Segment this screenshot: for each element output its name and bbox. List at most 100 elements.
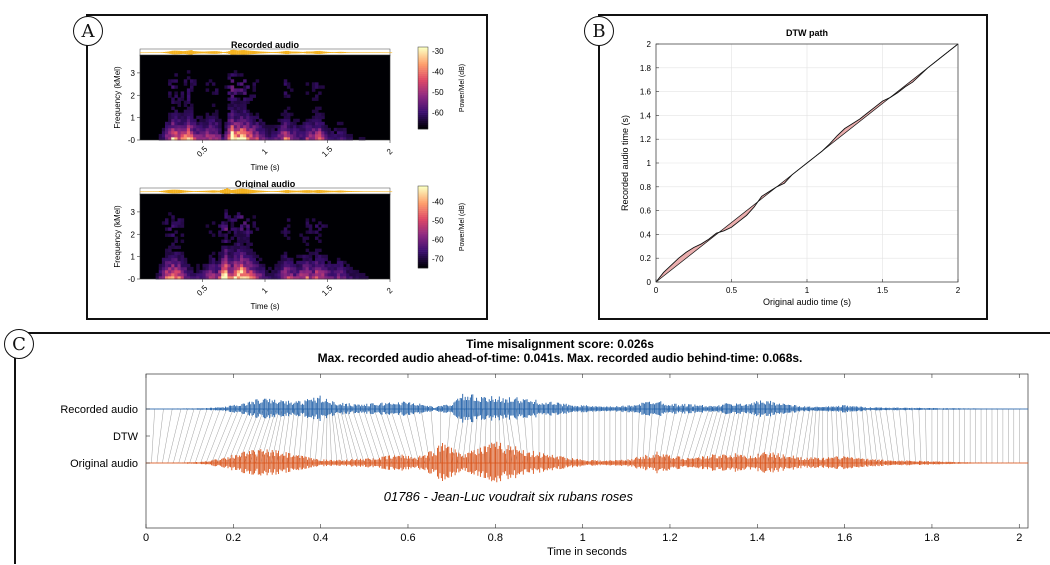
strip-bar [215, 51, 218, 54]
heatmap-cell [221, 224, 225, 228]
dtw-link-line [637, 408, 640, 464]
heatmap-cell [243, 106, 247, 111]
strip-bar [350, 191, 353, 192]
heatmap-cell [171, 118, 175, 123]
heatmap-cell [286, 269, 291, 274]
heatmap-cell [305, 248, 310, 253]
heatmap-cell [221, 266, 225, 271]
heatmap-cell [280, 124, 285, 129]
heatmap-cell [311, 133, 316, 138]
heatmap-cell [199, 127, 203, 132]
colorbar-step [418, 47, 428, 50]
heatmap-cell [258, 266, 263, 271]
heatmap-cell [171, 112, 175, 117]
heatmap-cell [186, 121, 191, 126]
heatmap-cell [277, 269, 282, 274]
heatmap-cell [280, 257, 285, 262]
heatmap-cell [290, 133, 294, 138]
heatmap-cell [261, 136, 266, 141]
heatmap-cell [190, 275, 194, 280]
heatmap-cell [315, 121, 319, 126]
strip-bar [316, 50, 319, 55]
heatmap-cell [211, 266, 216, 271]
heatmap-cell [315, 230, 319, 234]
heatmap-cell [318, 233, 322, 237]
colorbar-step [418, 220, 428, 224]
heatmap-cell [290, 136, 294, 141]
heatmap-cell [330, 136, 335, 141]
heatmap-cell [186, 136, 191, 141]
y-tick-label: 1.6 [640, 88, 652, 97]
heatmap-cell [218, 136, 222, 141]
heatmap-cell [283, 233, 288, 237]
strip-bar [387, 52, 391, 54]
heatmap-cell [283, 121, 288, 126]
heatmap-cell [321, 127, 325, 132]
heatmap-cell [318, 121, 322, 126]
heatmap-cell [171, 121, 175, 126]
colorbar-step [418, 114, 428, 117]
strip-bar [173, 189, 176, 194]
heatmap-cell [261, 269, 266, 274]
heatmap-cell [221, 254, 225, 259]
heatmap-cell [249, 97, 253, 101]
heatmap-cell [186, 70, 191, 74]
heatmap-cell [177, 224, 182, 228]
panel-c-badge: C [4, 329, 34, 359]
heatmap-cell [177, 260, 182, 265]
colorbar-step [418, 122, 428, 126]
heatmap-cell [168, 212, 172, 216]
heatmap-cell [280, 275, 285, 280]
heatmap-cell [240, 118, 244, 123]
strip-bar [261, 51, 265, 54]
dtw-link-line [768, 408, 778, 464]
colorbar-step [418, 198, 428, 201]
heatmap-cell [218, 130, 222, 135]
heatmap-cell [305, 118, 310, 123]
heatmap-cell [211, 251, 216, 256]
heatmap-cell [193, 127, 197, 132]
heatmap-cell [302, 260, 307, 265]
colorbar-step [418, 263, 428, 267]
heatmap-cell [336, 266, 341, 271]
heatmap-cell [230, 79, 235, 83]
heatmap-cell [168, 112, 172, 117]
heatmap-cell [246, 136, 250, 141]
heatmap-cell [174, 239, 178, 243]
heatmap-cell [177, 266, 182, 271]
heatmap-cell [227, 133, 232, 138]
heatmap-cell [202, 263, 207, 268]
strip-bar [280, 51, 283, 54]
strip-bar [274, 191, 277, 192]
x-tick-label: 0.2 [226, 532, 241, 544]
heatmap-cell [171, 218, 175, 222]
colorbar-step [418, 261, 428, 265]
heatmap-cell [324, 130, 328, 135]
dtw-link-line [691, 408, 710, 464]
colorbar-step [418, 67, 428, 70]
heatmap-cell [340, 272, 344, 277]
heatmap-cell [193, 275, 197, 280]
heatmap-cell [246, 100, 250, 104]
heatmap-cell [302, 130, 307, 135]
heatmap-cell [255, 269, 260, 274]
heatmap-cell [224, 127, 228, 132]
dtw-link-line [336, 408, 349, 464]
colorbar-step [418, 59, 428, 62]
strip-bar [373, 191, 376, 192]
heatmap-cell [221, 251, 225, 256]
strip-bar [171, 50, 174, 55]
heatmap-cell [168, 266, 172, 271]
heatmap-cell [315, 260, 319, 265]
heatmap-cell [171, 257, 175, 262]
heatmap-cell [224, 85, 228, 89]
heatmap-cell [180, 260, 185, 265]
heatmap-cell [183, 136, 188, 141]
heatmap-cell [305, 266, 310, 271]
heatmap-cell [158, 133, 163, 138]
heatmap-cell [227, 76, 232, 80]
heatmap-cell [168, 127, 172, 132]
heatmap-cell [158, 136, 163, 141]
heatmap-cell [177, 121, 182, 126]
dtw-link-line [892, 408, 900, 464]
